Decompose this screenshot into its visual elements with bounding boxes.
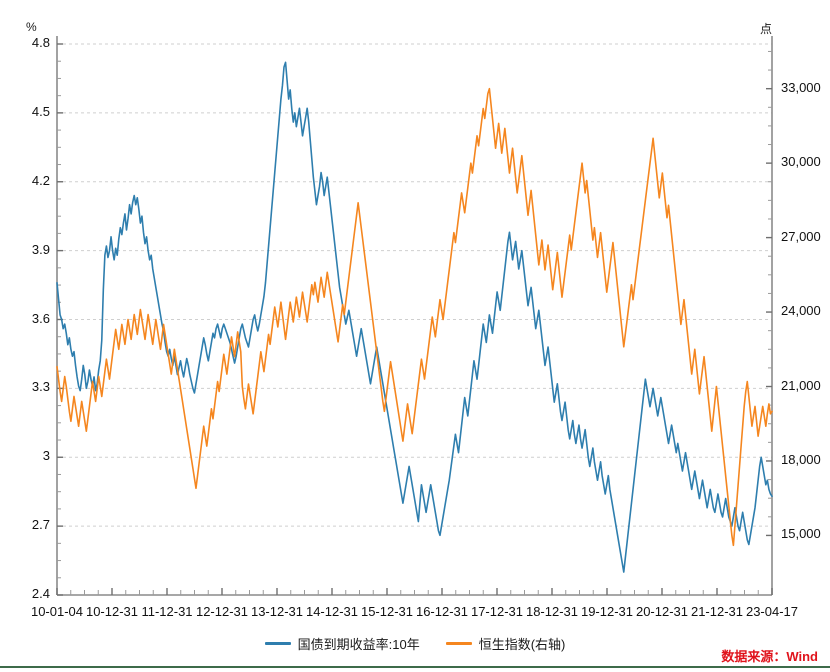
legend-item[interactable]: 恒生指数(右轴) xyxy=(445,634,566,653)
left-axis-tick-label: 3.9 xyxy=(31,241,50,257)
data-source-note: 数据来源：Wind xyxy=(721,649,818,664)
x-axis-tick-label: 15-12-31 xyxy=(360,604,414,619)
x-axis-tick-label: 14-12-31 xyxy=(305,604,359,619)
left-axis-unit-label: % xyxy=(26,20,37,34)
right-axis-tick-label: 21,000 xyxy=(781,377,821,393)
x-axis-tick-label: 16-12-31 xyxy=(415,604,469,619)
legend-item[interactable]: 国债到期收益率:10年 xyxy=(264,634,420,653)
left-axis-tick-label: 2.4 xyxy=(31,586,50,601)
right-axis-tick-label: 33,000 xyxy=(781,79,821,95)
right-axis-unit-label: 点 xyxy=(760,22,773,36)
left-axis-tick-label: 4.5 xyxy=(31,103,50,119)
x-axis-tick-label: 20-12-31 xyxy=(635,604,689,619)
x-axis-tick-label: 19-12-31 xyxy=(580,604,634,619)
left-axis-tick-label: 3 xyxy=(42,448,50,464)
chart-legend: 国债到期收益率:10年 恒生指数(右轴) xyxy=(0,634,830,653)
right-axis-tick-label: 18,000 xyxy=(781,451,821,467)
left-axis-tick-label: 3.3 xyxy=(31,379,50,395)
axis-ticks xyxy=(56,43,773,596)
axis-lines xyxy=(56,36,773,596)
x-axis-tick-label: 18-12-31 xyxy=(525,604,579,619)
legend-swatch-series-hang-seng xyxy=(445,642,472,645)
x-axis-tick-label: 10-12-31 xyxy=(85,604,139,619)
left-axis-tick-label: 4.8 xyxy=(31,35,50,50)
left-axis-tick-label: 3.6 xyxy=(31,310,50,326)
left-axis-tick-label: 4.2 xyxy=(31,172,50,188)
x-axis-tick-label: 10-01-04 xyxy=(30,604,84,619)
legend-label: 恒生指数(右轴) xyxy=(478,637,566,652)
series-paths xyxy=(56,61,773,573)
legend-swatch-series-bond-yield xyxy=(264,642,291,645)
x-axis-tick-label: 21-12-31 xyxy=(690,604,744,619)
left-axis-tick-label: 2.7 xyxy=(31,517,50,533)
x-axis-tick-label: 12-12-31 xyxy=(195,604,249,619)
gridlines xyxy=(57,43,772,596)
x-axis-tick-label: 17-12-31 xyxy=(470,604,524,619)
footer-rule xyxy=(0,666,830,668)
right-axis-tick-label: 27,000 xyxy=(781,228,821,244)
legend-label: 国债到期收益率:10年 xyxy=(297,637,420,652)
right-axis-tick-label: 30,000 xyxy=(781,154,821,170)
x-axis-tick-label: 23-04-17 xyxy=(745,604,799,619)
x-axis-tick-label: 11-12-31 xyxy=(141,604,193,619)
right-axis-tick-label: 15,000 xyxy=(781,526,821,542)
right-axis-tick-label: 24,000 xyxy=(781,303,821,319)
x-axis-tick-label: 13-12-31 xyxy=(250,604,304,619)
